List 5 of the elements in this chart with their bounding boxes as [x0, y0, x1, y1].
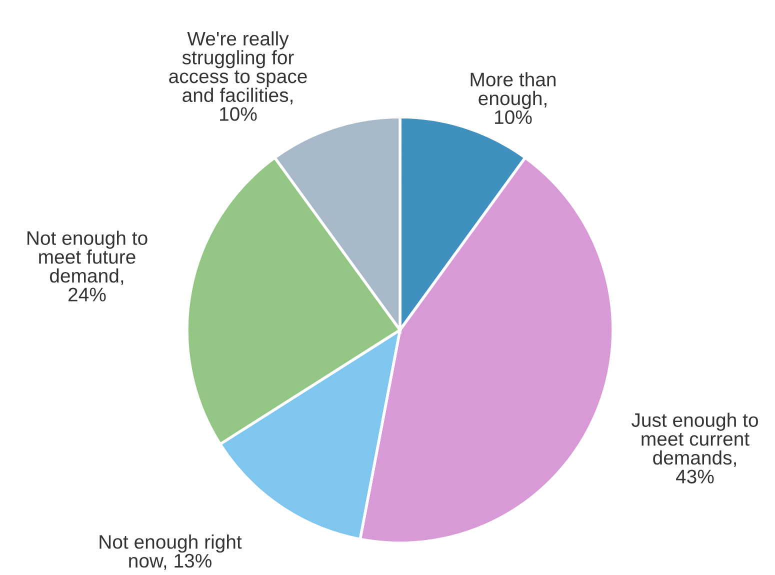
slice-label: Not enough to meet future demand, 24% — [28, 230, 148, 302]
slice-label: We're really struggling for access to space and facilities, 10% — [169, 31, 307, 121]
slice-label: Just enough to meet current demands, 43% — [632, 412, 758, 484]
slice-label: More than enough, 10% — [470, 72, 556, 124]
slice-label: Not enough right now, 13% — [100, 534, 242, 570]
